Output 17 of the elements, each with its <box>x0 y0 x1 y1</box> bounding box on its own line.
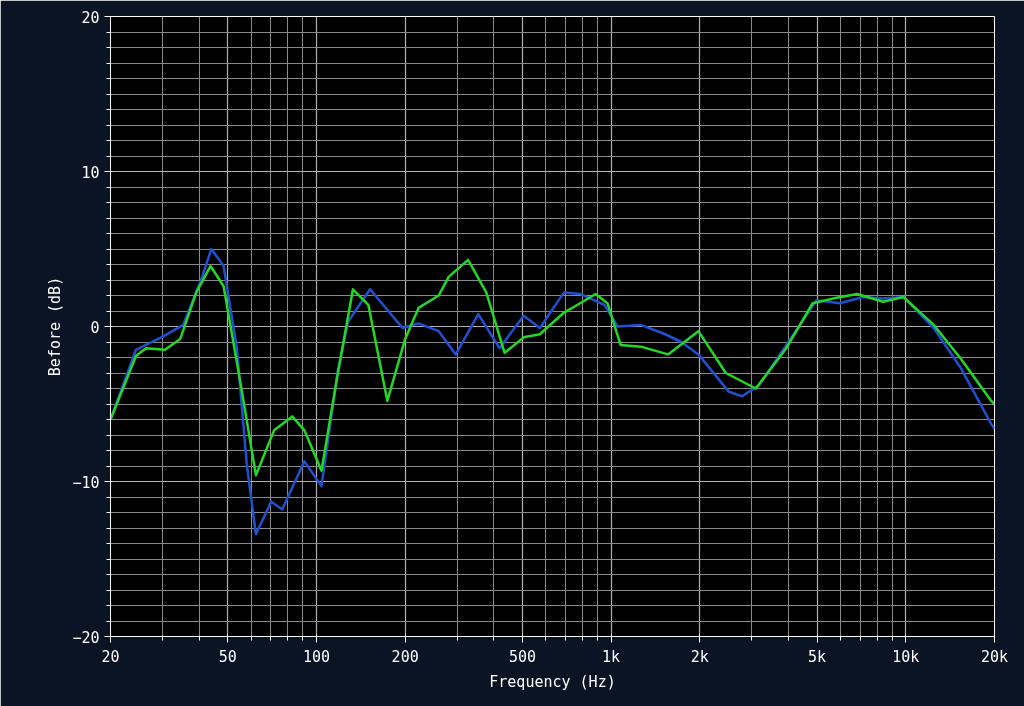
x-tick-label: 2k <box>690 647 709 666</box>
y-tick-label: −10 <box>72 473 100 492</box>
x-tick-label: 5k <box>808 647 827 666</box>
y-axis-title: Before (dB) <box>46 276 65 377</box>
y-tick-label: 20 <box>81 8 100 27</box>
x-tick-label: 50 <box>218 647 237 666</box>
x-tick-label: 20 <box>101 647 120 666</box>
x-tick-label: 200 <box>391 647 419 666</box>
x-tick-label: 10k <box>892 647 920 666</box>
y-tick-label: 10 <box>81 163 100 182</box>
x-axis-title: Frequency (Hz) <box>489 672 616 691</box>
x-tick-label: 1k <box>602 647 621 666</box>
x-tick-label: 500 <box>508 647 536 666</box>
y-tick-label: −20 <box>72 628 100 647</box>
x-tick-label: 20k <box>980 647 1009 666</box>
x-tick-label: 100 <box>302 647 331 666</box>
y-tick-label: 0 <box>90 318 100 337</box>
